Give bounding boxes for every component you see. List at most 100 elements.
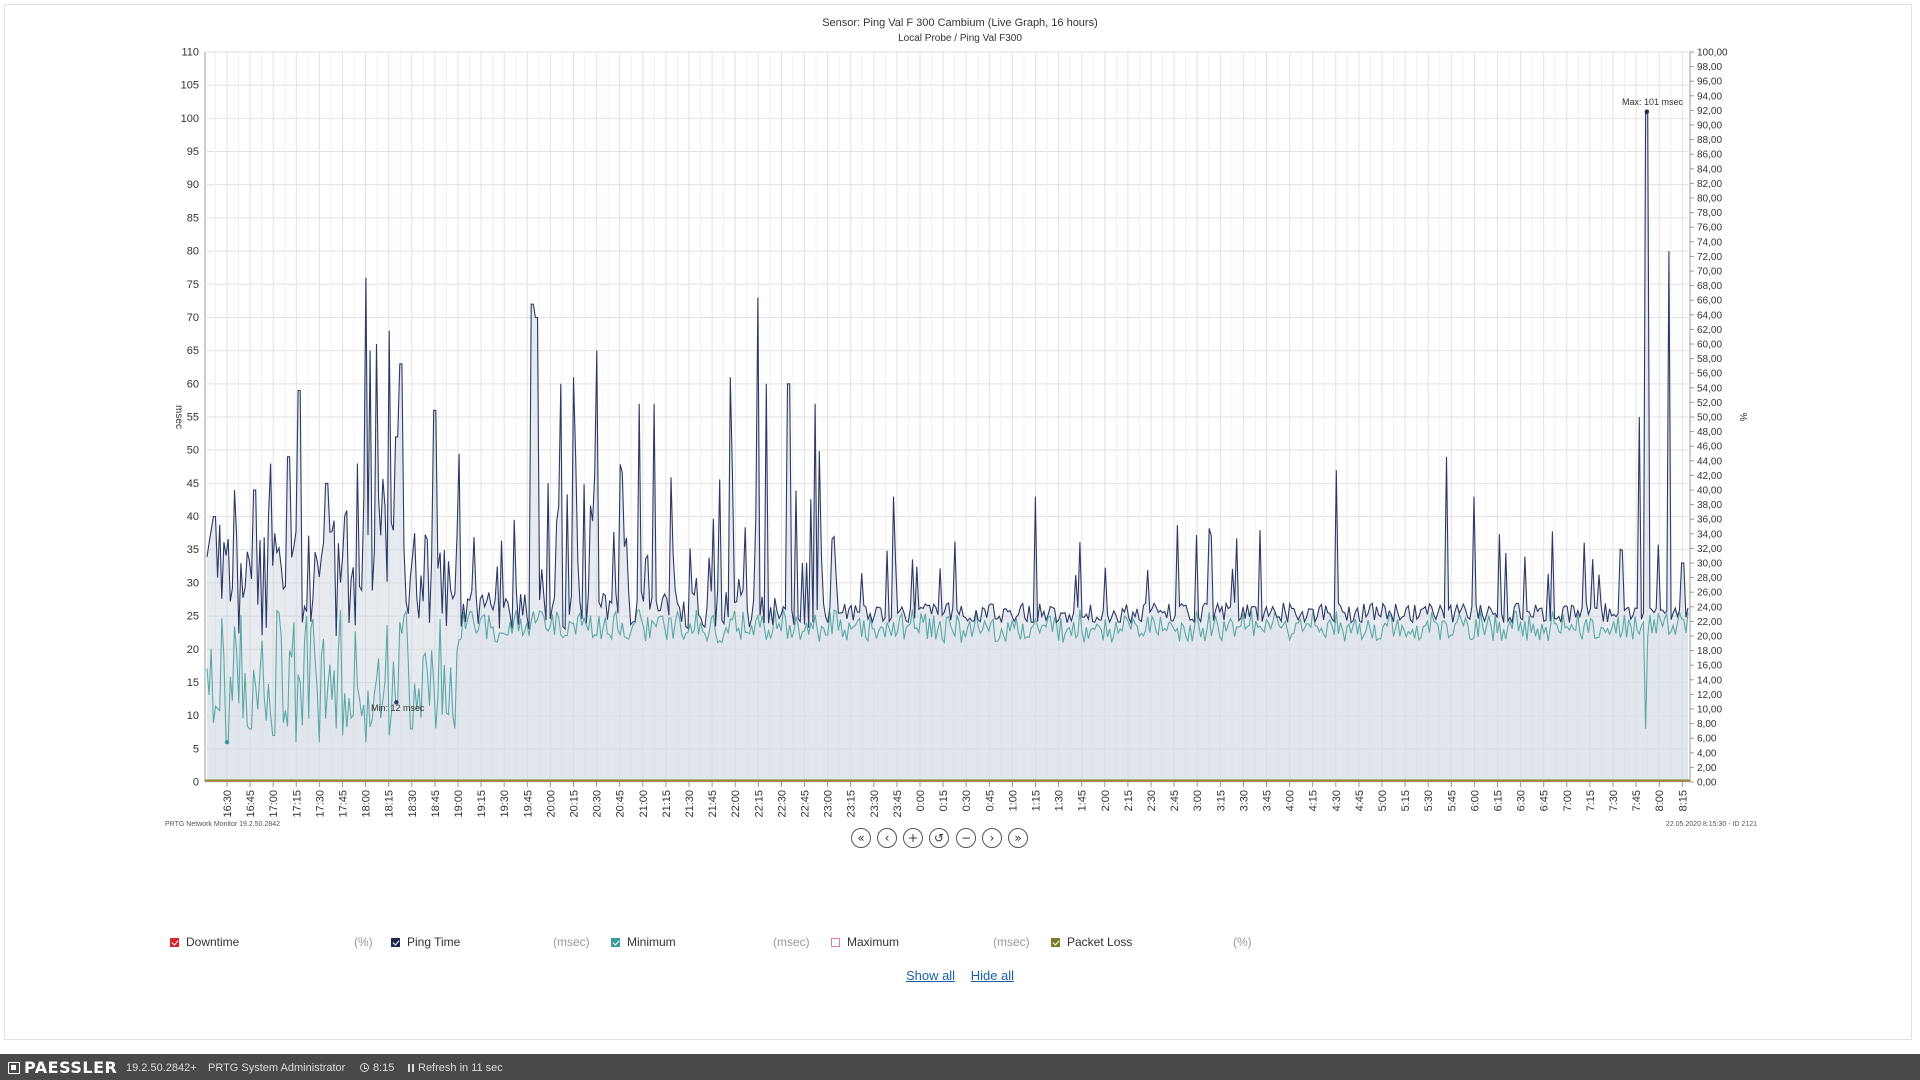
- left-tick-label: 10: [187, 710, 199, 722]
- right-tick-label: 6,00: [1697, 734, 1717, 745]
- clock-icon: [360, 1063, 369, 1072]
- right-tick-label: 70,00: [1697, 267, 1722, 278]
- legend-checkbox-minimum[interactable]: [611, 938, 620, 947]
- x-tick-label: 1:30: [1054, 790, 1066, 811]
- left-tick-label: 55: [187, 412, 199, 424]
- ping-time-line: [206, 111, 1689, 637]
- x-tick-label: 5:45: [1446, 790, 1458, 811]
- min-series-marker: [224, 739, 230, 745]
- x-tick-label: 3:00: [1192, 790, 1204, 811]
- x-tick-label: 1:00: [1007, 790, 1019, 811]
- graph-navigation: « ‹ + ↺ − › »: [0, 828, 1920, 858]
- x-tick-label: 2:15: [1123, 790, 1135, 811]
- left-tick-label: 105: [181, 80, 199, 92]
- right-tick-label: 18,00: [1697, 646, 1722, 657]
- chart-subtitle: Local Probe / Ping Val F300: [898, 33, 1022, 44]
- left-tick-label: 35: [187, 544, 199, 556]
- x-tick-label: 5:15: [1400, 790, 1412, 811]
- right-tick-label: 10,00: [1697, 705, 1722, 716]
- x-tick-label: 18:15: [384, 790, 396, 818]
- version-label: 19.2.50.2842+: [126, 1062, 197, 1074]
- pause-icon: [408, 1064, 414, 1072]
- legend-label: Packet Loss: [1067, 935, 1133, 949]
- x-tick-label: 22:30: [776, 790, 788, 818]
- right-tick-label: 30,00: [1697, 559, 1722, 570]
- x-tick-label: 2:00: [1100, 790, 1112, 811]
- right-axis: 0,00 2,00 4,00 6,00 8,00 10,00 12,00 14,00 16,00…: [1690, 48, 1728, 789]
- server-time: 8:15: [360, 1062, 394, 1074]
- user-label[interactable]: PRTG System Administrator: [208, 1062, 346, 1074]
- x-tick-label: 4:00: [1285, 790, 1297, 811]
- right-tick-label: 20,00: [1697, 632, 1722, 643]
- x-tick-label: 21:45: [707, 790, 719, 818]
- left-tick-label: 100: [181, 113, 199, 125]
- chart-lines: [205, 111, 1690, 782]
- x-tick-label: 6:15: [1493, 790, 1505, 811]
- legend-checkbox-maximum[interactable]: [831, 938, 840, 947]
- right-tick-label: 8,00: [1697, 719, 1717, 730]
- left-tick-label: 25: [187, 611, 199, 623]
- x-tick-label: 2:45: [1169, 790, 1181, 811]
- x-tick-label: 17:15: [291, 790, 303, 818]
- x-tick-label: 21:30: [684, 790, 696, 818]
- x-tick-label: 18:45: [430, 790, 442, 818]
- x-tick-label: 3:30: [1238, 790, 1250, 811]
- right-tick-label: 22,00: [1697, 617, 1722, 628]
- left-axis: 0 5 10 15 20 25 30 35 40 45 50 55 60 65 70 75 80 85 90 95 10…: [181, 47, 199, 789]
- right-tick-label: 88,00: [1697, 135, 1722, 146]
- right-tick-label: 68,00: [1697, 281, 1722, 292]
- right-tick-label: 24,00: [1697, 602, 1722, 613]
- jump-start-button[interactable]: «: [851, 828, 871, 848]
- reset-zoom-button[interactable]: ↺: [929, 828, 949, 848]
- x-tick-label: 21:15: [661, 790, 673, 818]
- brand-name: PAESSLER: [24, 1058, 118, 1077]
- left-tick-label: 95: [187, 146, 199, 158]
- legend-checkbox-ping-time[interactable]: [391, 938, 400, 947]
- right-tick-label: 94,00: [1697, 91, 1722, 102]
- x-tick-label: 5:00: [1377, 790, 1389, 811]
- paessler-logo[interactable]: PAESSLER: [8, 1058, 117, 1077]
- x-tick-label: 0:30: [961, 790, 973, 811]
- right-tick-label: 90,00: [1697, 121, 1722, 132]
- legend-checkbox-downtime[interactable]: [170, 938, 179, 947]
- back-button[interactable]: ‹: [877, 828, 897, 848]
- graph-footer-left: PRTG Network Monitor 19.2.50.2842: [165, 821, 280, 828]
- right-tick-label: 34,00: [1697, 529, 1722, 540]
- x-tick-label: 0:00: [915, 790, 927, 811]
- jump-end-button[interactable]: »: [1008, 828, 1028, 848]
- x-tick-label: 19:45: [522, 790, 534, 818]
- x-tick-label: 23:30: [869, 790, 881, 818]
- right-tick-label: 92,00: [1697, 106, 1722, 117]
- x-tick-label: 0:15: [938, 790, 950, 811]
- x-tick-label: 19:00: [453, 790, 465, 818]
- refresh-toggle[interactable]: Refresh in 11 sec: [408, 1062, 503, 1074]
- left-tick-label: 45: [187, 478, 199, 490]
- x-tick-label: 22:00: [730, 790, 742, 818]
- zoom-out-button[interactable]: −: [956, 828, 976, 848]
- right-tick-label: 0,00: [1697, 778, 1717, 789]
- right-tick-label: 56,00: [1697, 369, 1722, 380]
- x-tick-label: 18:30: [407, 790, 419, 818]
- max-annotation: Max: 101 msec: [1622, 97, 1684, 107]
- x-tick-label: 0:45: [984, 790, 996, 811]
- right-tick-label: 36,00: [1697, 515, 1722, 526]
- hide-all-link[interactable]: Hide all: [970, 968, 1015, 983]
- show-all-link[interactable]: Show all: [905, 968, 956, 983]
- x-tick-label: 7:30: [1608, 790, 1620, 811]
- x-tick-label: 8:00: [1654, 790, 1666, 811]
- channel-legend: Downtime (%) Ping Time (msec) Minimum (m…: [0, 935, 1920, 955]
- legend-label: Ping Time: [407, 935, 461, 949]
- x-tick-label: 20:45: [615, 790, 627, 818]
- x-tick-label: 3:45: [1262, 790, 1274, 811]
- zoom-in-button[interactable]: +: [903, 828, 923, 848]
- forward-button[interactable]: ›: [982, 828, 1002, 848]
- right-tick-label: 62,00: [1697, 325, 1722, 336]
- legend-unit: (%): [1233, 935, 1252, 949]
- legend-checkbox-packet-loss[interactable]: [1051, 938, 1060, 947]
- x-tick-label: 17:45: [338, 790, 350, 818]
- right-tick-label: 98,00: [1697, 62, 1722, 73]
- left-tick-label: 20: [187, 644, 199, 656]
- left-tick-label: 85: [187, 212, 199, 224]
- x-tick-label: 20:15: [569, 790, 581, 818]
- status-footer: PAESSLER 19.2.50.2842+ PRTG System Admin…: [0, 1054, 1920, 1080]
